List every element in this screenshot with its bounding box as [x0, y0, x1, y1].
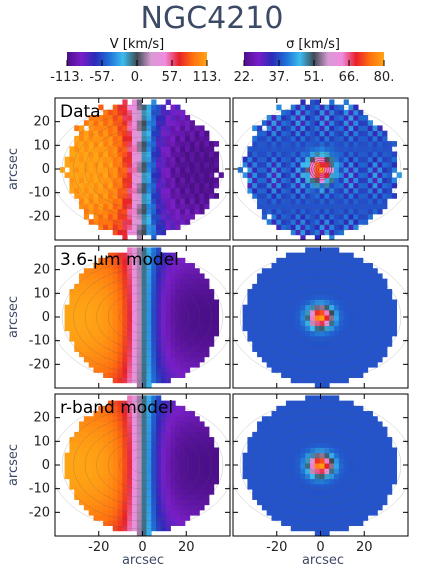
- y-tick-label: -10: [29, 482, 50, 497]
- panel-label: Data: [60, 102, 101, 122]
- y-tick-label: 0: [42, 162, 50, 177]
- dispersion-colorbar-tick-label: 22.: [234, 70, 255, 85]
- velocity-colorbar-tick-label: -113.: [50, 70, 84, 85]
- x-tick-label: 20: [178, 540, 195, 555]
- x-tick-label: 0: [316, 540, 324, 555]
- velocity-colorbar-tick-label: 113.: [193, 70, 222, 85]
- x-tick-label: -20: [266, 540, 287, 555]
- dispersion-colorbar-tick-label: 51.: [304, 70, 325, 85]
- velocity-colorbar-tick-label: 0.: [131, 70, 143, 85]
- x-axis-label-left: arcsec: [122, 553, 164, 568]
- velocity-colorbar-tick-label: 57.: [162, 70, 183, 85]
- y-tick-label: 20: [33, 263, 50, 278]
- y-tick-label: -20: [29, 505, 50, 520]
- velocity-map-1: 20 10 0 -10 -20 Data arcsec: [6, 97, 231, 241]
- velocity-map-2: 20 10 0 -10 -20 3.6-μm model arcsec: [6, 245, 231, 389]
- dispersion-map-1: [232, 97, 409, 241]
- dispersion-map-3: -20 0 20: [232, 393, 409, 555]
- y-axis-label: arcsec: [6, 296, 21, 338]
- y-tick-label: -20: [29, 209, 50, 224]
- velocity-colorbar-tick-label: -57.: [89, 70, 114, 85]
- x-axis-label-right: arcsec: [302, 553, 344, 568]
- y-axis-label: arcsec: [6, 444, 21, 486]
- velocity-map-3: 20 10 0 -10 -20 -20 0 20 r-band model arcsec: [6, 393, 231, 555]
- x-tick-label: 0: [138, 540, 146, 555]
- y-tick-label: 20: [33, 115, 50, 130]
- x-tick-label: -20: [88, 540, 109, 555]
- dispersion-colorbar-tick-label: 66.: [339, 70, 360, 85]
- y-axis-label: arcsec: [6, 148, 21, 190]
- y-tick-label: 0: [42, 458, 50, 473]
- y-tick-label: 10: [33, 434, 50, 449]
- dispersion-colorbar-tick-label: 80.: [374, 70, 395, 85]
- dispersion-map-2: [232, 245, 409, 389]
- dispersion-colorbar-tick-label: 37.: [269, 70, 290, 85]
- y-tick-label: 0: [42, 310, 50, 325]
- velocity-colorbar-label: V [km/s]: [110, 37, 165, 52]
- y-tick-label: -10: [29, 334, 50, 349]
- chart-title: NGC4210: [141, 1, 284, 36]
- y-tick-label: -10: [29, 186, 50, 201]
- panel-label: r-band model: [60, 398, 173, 418]
- x-tick-label: 20: [356, 540, 373, 555]
- y-tick-label: 10: [33, 138, 50, 153]
- y-tick-label: 20: [33, 411, 50, 426]
- y-tick-label: 10: [33, 286, 50, 301]
- panel-label: 3.6-μm model: [60, 250, 179, 270]
- y-tick-label: -20: [29, 357, 50, 372]
- dispersion-colorbar-label: σ [km/s]: [286, 37, 340, 52]
